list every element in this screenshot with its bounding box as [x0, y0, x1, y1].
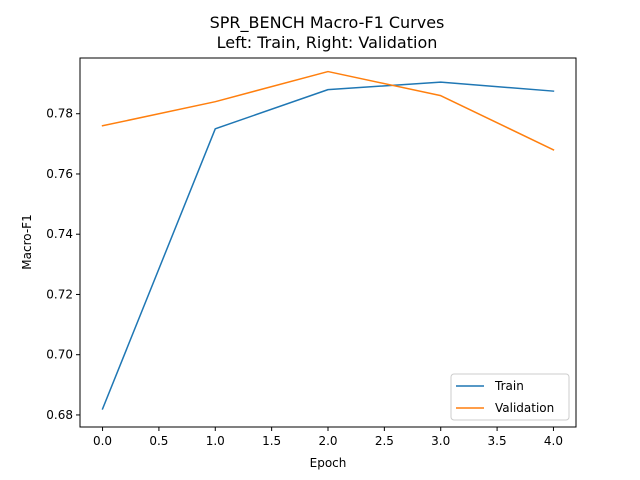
legend-label-train: Train — [494, 379, 524, 393]
legend: Train Validation — [450, 373, 570, 421]
x-tick-label: 1.5 — [262, 434, 281, 448]
x-tick-label: 2.5 — [375, 434, 394, 448]
y-axis-label: Macro-F1 — [20, 214, 34, 269]
series-layer — [101, 70, 555, 410]
y-tick-label: 0.70 — [46, 348, 73, 362]
y-tick-label: 0.74 — [46, 227, 73, 241]
x-tick-label: 3.0 — [431, 434, 450, 448]
x-tick-label: 0.5 — [149, 434, 168, 448]
y-tick-label: 0.78 — [46, 107, 73, 121]
x-tick-label: 4.0 — [544, 434, 563, 448]
y-tick-label: 0.76 — [46, 167, 73, 181]
x-tick-label: 0.0 — [93, 434, 112, 448]
chart-subtitle: Left: Train, Right: Validation — [217, 33, 438, 52]
series-line-train — [101, 81, 555, 410]
x-axis-label: Epoch — [310, 456, 347, 470]
x-tick-label: 2.0 — [318, 434, 337, 448]
y-tick-label: 0.68 — [46, 408, 73, 422]
chart-title: SPR_BENCH Macro-F1 Curves — [210, 13, 445, 33]
legend-label-validation: Validation — [495, 401, 554, 415]
y-axis: 0.68 0.70 0.72 0.74 0.76 0.78 — [46, 107, 80, 422]
x-axis: 0.0 0.5 1.0 1.5 2.0 2.5 3.0 3.5 4.0 — [93, 427, 563, 448]
x-tick-label: 1.0 — [206, 434, 225, 448]
y-tick-label: 0.72 — [46, 287, 73, 301]
x-tick-label: 3.5 — [488, 434, 507, 448]
series-line-validation — [101, 70, 555, 151]
